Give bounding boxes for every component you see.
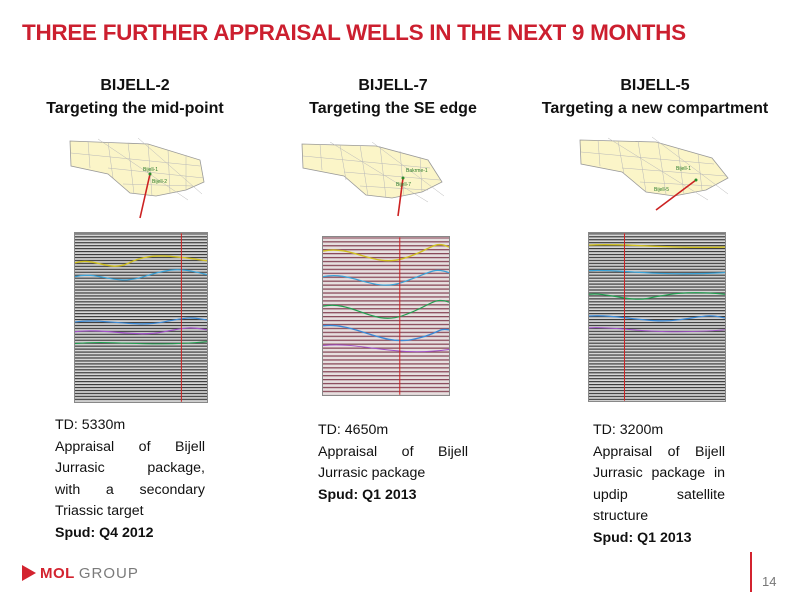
- description-line: with a secondary: [55, 481, 205, 498]
- well-description-bijell-5: TD: 3200m Appraisal of Bijell Jurrasic p…: [593, 420, 725, 549]
- location-map-bijell-7: Bakrme-1 Bijell-7: [301, 142, 445, 217]
- description-line: Appraisal of Bijell: [55, 438, 205, 455]
- description-line: Triassic target: [55, 503, 144, 519]
- well-name: BIJELL-7: [358, 77, 428, 94]
- slide-title: THREE FURTHER APPRAISAL WELLS IN THE NEX…: [22, 20, 686, 45]
- description-line: Appraisal of Bijell: [593, 443, 725, 460]
- description-line: Jurrasic package,: [55, 460, 205, 476]
- logo-arrow-icon: [22, 565, 36, 581]
- well-description-bijell-2: TD: 5330m Appraisal of Bijell Jurrasic p…: [55, 415, 205, 544]
- map-label: Bijell-2: [152, 179, 167, 185]
- description-line: Jurrasic package: [318, 465, 426, 481]
- well-subtitle: Targeting the mid-point: [46, 100, 224, 117]
- location-map-bijell-5: Bijell-1 Bijell-5: [579, 136, 729, 211]
- page-number: 14: [762, 574, 777, 589]
- spud-date: Spud: Q1 2013: [318, 486, 417, 503]
- seismic-section-bijell-2: [74, 232, 208, 403]
- map-label: Bijell-1: [143, 167, 158, 173]
- footer-divider: [750, 552, 752, 592]
- map-label: Bijell-1: [676, 166, 691, 172]
- well-name: BIJELL-2: [100, 77, 170, 94]
- seismic-section-bijell-5: [588, 232, 726, 402]
- well-header-bijell-2: BIJELL-2 Targeting the mid-point: [10, 74, 260, 120]
- description-line: Appraisal of Bijell: [318, 443, 468, 460]
- map-label: Bakrme-1: [406, 168, 428, 174]
- map-label: Bijell-7: [396, 182, 411, 188]
- mol-group-logo: MOL GROUP: [22, 563, 139, 583]
- td-value: TD: 4650m: [318, 422, 389, 438]
- td-value: TD: 5330m: [55, 417, 126, 433]
- map-label: Bijell-5: [654, 187, 669, 193]
- logo-text-group: GROUP: [78, 564, 139, 582]
- well-subtitle: Targeting a new compartment: [541, 100, 769, 117]
- spud-date: Spud: Q1 2013: [593, 529, 692, 546]
- spud-date: Spud: Q4 2012: [55, 524, 154, 541]
- well-header-bijell-5: BIJELL-5 Targeting a new compartment: [520, 74, 790, 120]
- logo-text-mol: MOL: [40, 564, 75, 582]
- well-subtitle: Targeting the SE edge: [309, 100, 477, 117]
- well-name: BIJELL-5: [620, 77, 690, 94]
- location-map-bijell-2: Bijell-1 Bijell-2: [69, 138, 205, 219]
- description-line: Jurrasic package in: [593, 465, 725, 481]
- description-line: structure: [593, 508, 649, 524]
- well-description-bijell-7: TD: 4650m Appraisal of Bijell Jurrasic p…: [318, 420, 468, 506]
- td-value: TD: 3200m: [593, 422, 664, 438]
- seismic-section-bijell-7: [322, 236, 450, 396]
- description-line: updip satellite: [593, 486, 725, 503]
- well-header-bijell-7: BIJELL-7 Targeting the SE edge: [268, 74, 518, 120]
